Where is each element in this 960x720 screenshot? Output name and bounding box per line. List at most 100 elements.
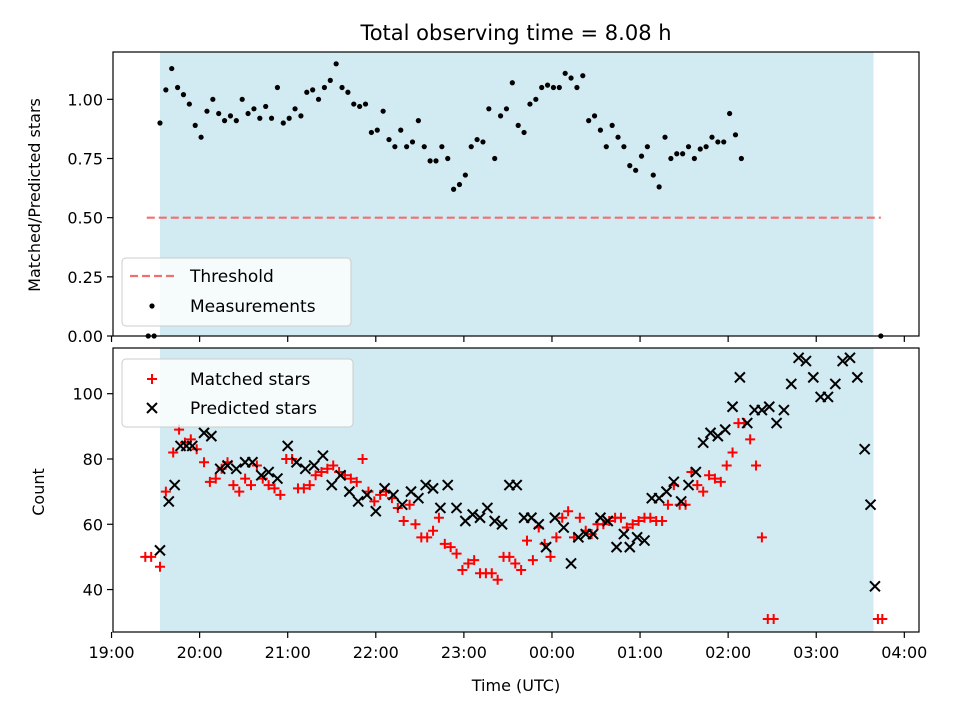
matched-star-point	[604, 516, 615, 527]
predicted-star-point	[343, 485, 356, 498]
matched-star-point	[704, 470, 715, 481]
measurement-point	[515, 122, 521, 128]
predicted-star-point	[221, 459, 234, 472]
predicted-star-point	[690, 466, 702, 478]
matched-star-point	[422, 532, 433, 543]
measurement-point	[562, 70, 568, 76]
matched-star-point	[310, 470, 321, 481]
measurement-point	[192, 122, 198, 128]
measurement-point	[398, 127, 404, 133]
matched-star-point	[240, 473, 251, 484]
predicted-star-point	[631, 531, 643, 544]
predicted-star-point	[778, 404, 790, 416]
measurement-point	[697, 146, 703, 152]
measurement-point	[668, 155, 674, 162]
measurement-point	[662, 134, 668, 140]
predicted-star-point	[602, 515, 614, 527]
measurement-point	[304, 89, 310, 95]
measurement-point	[204, 108, 210, 114]
matched-star-point	[751, 460, 762, 471]
x-tick-label: 01:00	[617, 643, 663, 662]
predicted-star-point	[198, 427, 210, 439]
measurement-point	[474, 136, 480, 143]
predicted-star-point	[317, 450, 329, 462]
measurement-point	[521, 129, 527, 136]
measurement-point	[233, 118, 239, 124]
measurement-point	[633, 167, 639, 173]
matched-star-point	[692, 480, 703, 491]
matched-star-point	[410, 519, 421, 530]
bottom-legend	[121, 358, 354, 428]
top-y-axis-label: Matched/Predicted stars	[25, 98, 44, 292]
measurement-point	[368, 129, 374, 136]
predicted-star-point	[864, 498, 877, 511]
measurement-point	[621, 144, 627, 150]
measurement-point	[609, 122, 615, 128]
predicted-star-point	[660, 485, 673, 498]
matched-star-point	[199, 457, 210, 468]
measurement-point	[404, 144, 410, 150]
y-tick-label: 100	[72, 385, 103, 404]
bottom-panel: 40 60 80 100 19:00 20:00 21:00 22:00 23:00 00:00 0…	[72, 347, 927, 662]
matched-star-point	[756, 532, 767, 543]
measurement-point	[550, 84, 557, 91]
predicted-star-point	[387, 489, 400, 501]
matched-star-point	[404, 499, 415, 510]
predicted-star-point	[496, 518, 508, 530]
measurement-point	[292, 106, 298, 112]
matched-star-point	[586, 529, 597, 540]
predicted-star-point	[262, 466, 275, 478]
measurement-point	[533, 96, 539, 102]
y-tick-label: 0.50	[67, 209, 103, 228]
matched-star-point	[357, 453, 368, 464]
predicted-star-point	[792, 352, 805, 364]
measurement-point	[345, 89, 351, 95]
x-tick-label: 23:00	[441, 643, 487, 662]
predicted-star-point	[412, 492, 425, 504]
predicted-star-point	[434, 502, 447, 514]
measurement-point	[597, 127, 604, 133]
measurement-point	[339, 84, 345, 91]
predicted-star-point	[807, 371, 820, 384]
measurement-point	[439, 144, 445, 150]
matched-star-point	[398, 516, 409, 527]
measurement-point	[580, 73, 586, 79]
predicted-star-point	[290, 456, 303, 468]
y-tick-label: 0.75	[67, 150, 103, 169]
measurement-point	[591, 113, 598, 119]
top-panel: 0.00 0.25 0.50 0.75 1.00 Threshold Measurement…	[67, 51, 920, 346]
matched-star-point	[433, 512, 444, 523]
matched-star-point	[574, 512, 585, 523]
predicted-star-point	[565, 557, 577, 570]
predicted-star-point	[869, 580, 881, 593]
predicted-star-point	[466, 508, 479, 521]
measurement-point	[627, 163, 633, 169]
measurement-point	[357, 103, 363, 110]
predicted-star-point	[230, 463, 243, 475]
predicted-star-point	[420, 479, 432, 491]
predicted-star-point	[308, 459, 320, 472]
matched-star-point	[439, 538, 450, 549]
predicted-star-point	[511, 479, 523, 491]
matched-star-point	[627, 519, 638, 530]
matched-star-point	[877, 613, 888, 624]
legend-threshold-label: Threshold	[189, 267, 274, 287]
legend-matched-swatch	[147, 374, 157, 384]
measurement-point	[362, 101, 369, 107]
predicted-star-point	[299, 463, 312, 475]
predicted-star-point	[361, 489, 373, 501]
measurement-point	[380, 108, 386, 114]
measurement-point	[257, 115, 263, 121]
matched-star-point	[298, 483, 309, 494]
matched-star-point	[486, 568, 497, 579]
predicted-star-point	[682, 479, 695, 491]
measurement-point	[245, 110, 251, 117]
matched-star-point	[698, 486, 709, 497]
measurement-point	[574, 84, 580, 91]
predicted-star-point	[587, 528, 599, 540]
legend-predicted-label: Predicted stars	[190, 399, 317, 419]
matched-star-point	[615, 512, 626, 523]
predicted-star-point	[533, 518, 545, 530]
measurement-point	[286, 115, 292, 121]
matched-star-point	[246, 480, 257, 491]
